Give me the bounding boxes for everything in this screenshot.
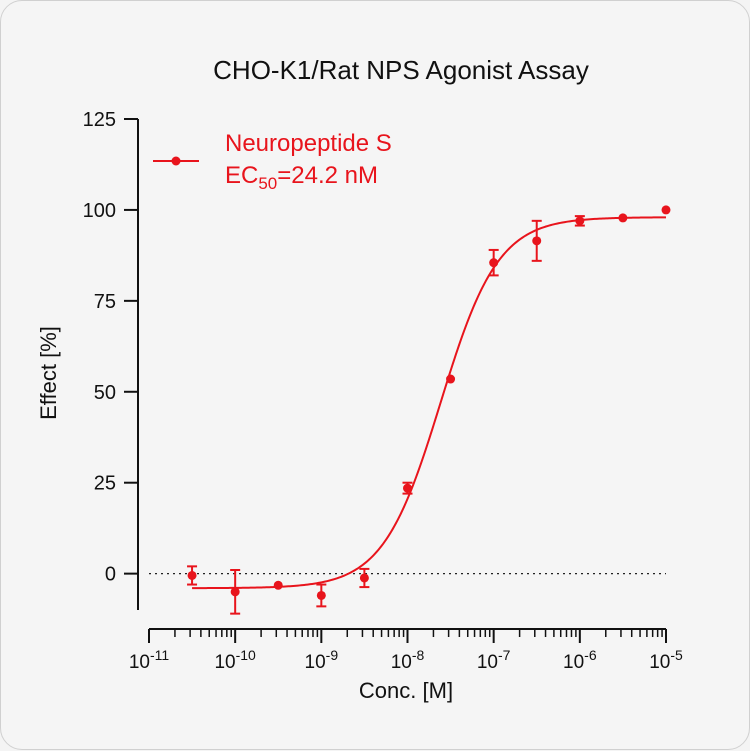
x-tick-label: 10-9 <box>305 647 339 673</box>
data-point <box>359 573 369 583</box>
x-tick-label: 10-10 <box>214 647 256 673</box>
y-tick-label: 125 <box>83 109 116 131</box>
legend-ec50-annotation: EC50=24.2 nM <box>225 162 378 193</box>
data-point <box>661 205 671 215</box>
data-point <box>316 590 326 600</box>
data-point <box>575 216 585 226</box>
legend: Neuropeptide S EC50=24.2 nM <box>153 130 392 193</box>
y-axis-label: Effect [%] <box>36 326 61 420</box>
chart-title: CHO-K1/Rat NPS Agonist Assay <box>213 55 589 85</box>
data-point <box>187 570 197 580</box>
legend-point-marker <box>171 156 181 166</box>
data-point <box>230 587 240 597</box>
data-point <box>446 374 456 384</box>
data-point <box>273 580 283 590</box>
y-tick-label: 75 <box>94 291 116 313</box>
y-tick-label: 25 <box>94 473 116 495</box>
x-tick-label: 10-6 <box>563 647 597 673</box>
fit-curve-path <box>192 216 667 590</box>
x-tick-label: 10-5 <box>649 647 683 673</box>
fit-curve <box>192 216 667 590</box>
y-tick-label: 0 <box>105 564 116 586</box>
data-point <box>489 258 499 268</box>
data-points <box>187 205 671 600</box>
data-point <box>403 483 412 493</box>
x-tick-label: 10-11 <box>129 647 170 673</box>
data-point <box>532 236 542 246</box>
axes: 0 25 50 75 100 125 10-11 10-10 10-9 10-8 10-7 10-6 1… <box>83 109 683 673</box>
legend-series-name: Neuropeptide S <box>225 130 392 157</box>
x-tick-label: 10-7 <box>477 647 511 673</box>
x-axis-label: Conc. [M] <box>359 678 453 703</box>
data-point <box>618 213 628 223</box>
y-tick-label: 50 <box>94 382 116 404</box>
error-bars <box>187 215 585 615</box>
x-tick-label: 10-8 <box>391 647 425 673</box>
y-tick-label: 100 <box>83 200 116 222</box>
